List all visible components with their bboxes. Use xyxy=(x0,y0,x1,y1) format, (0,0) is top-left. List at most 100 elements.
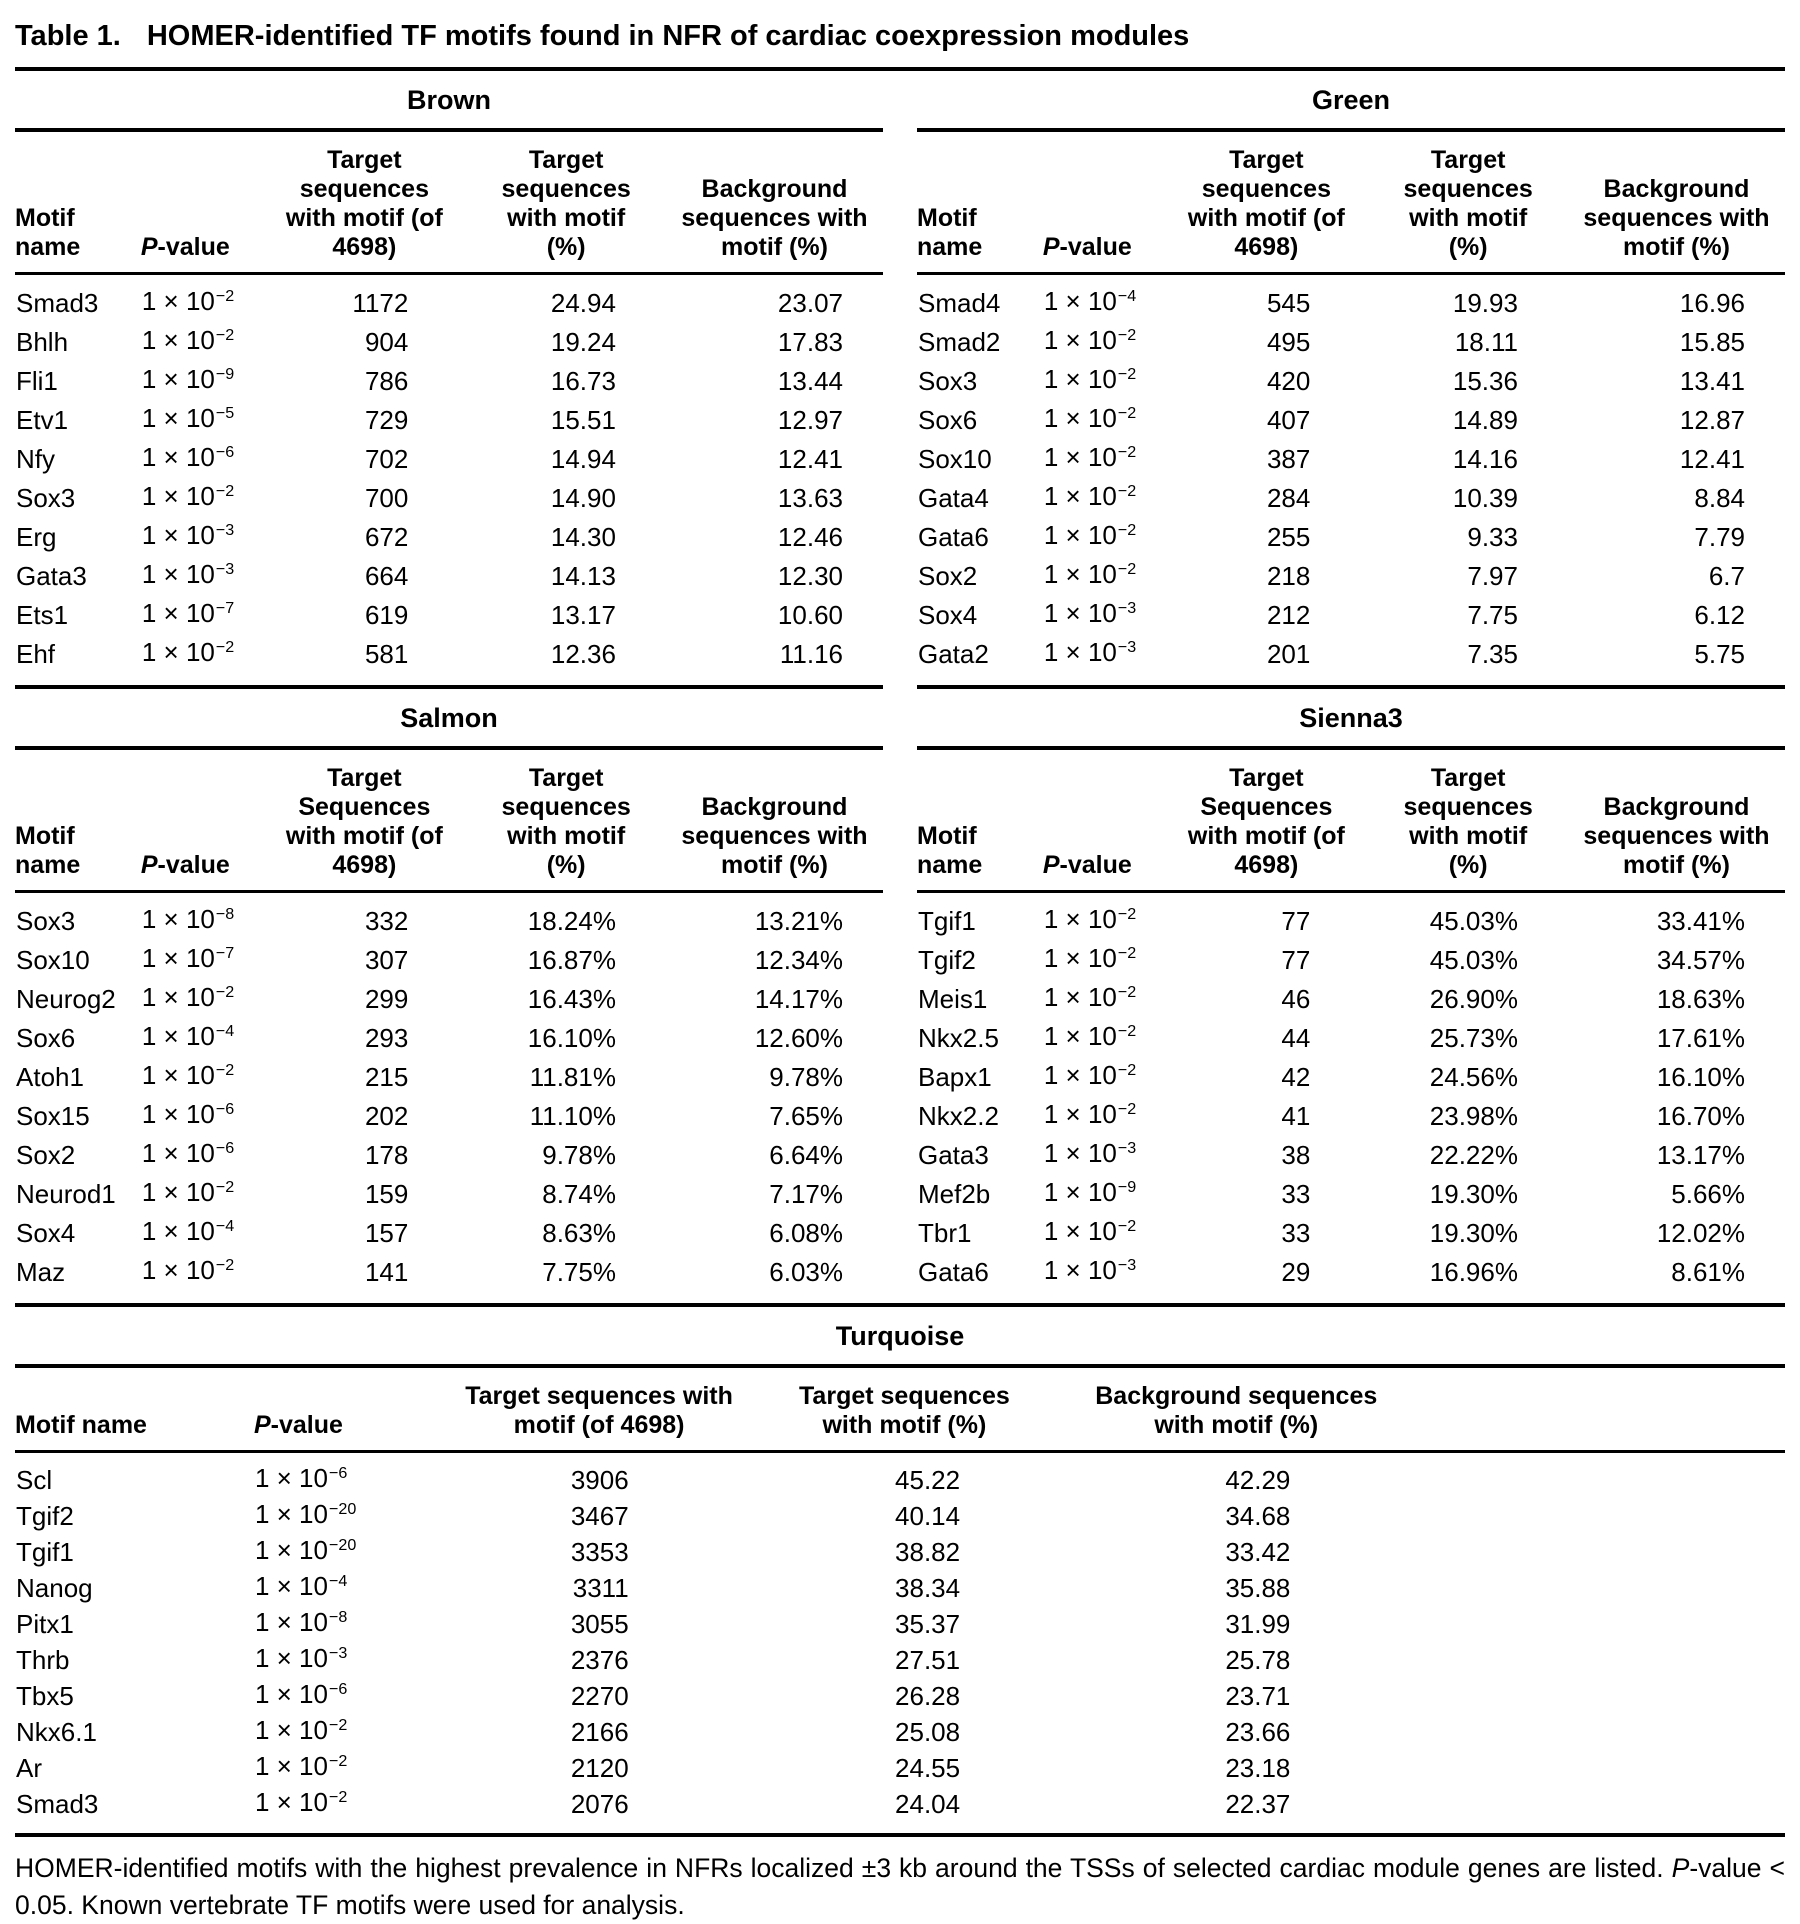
table-row: Neurod1 1 × 10−2 159 8.74% 7.17% xyxy=(15,1175,883,1214)
motif-cell: Bapx1 xyxy=(918,1062,992,1092)
table-row: Smad4 1 × 10−4 545 19.93 16.96 xyxy=(917,274,1785,324)
column-header-background-pct: Background sequences with motif (%) xyxy=(1567,132,1785,275)
motif-cell: Sox10 xyxy=(16,945,90,975)
target-pct-cell: 10.39 xyxy=(1452,483,1518,513)
motif-cell: Tgif1 xyxy=(16,1537,74,1567)
section-title-brown: Brown xyxy=(407,85,491,115)
p-value-cell: 1 × 10−9 xyxy=(141,364,235,394)
motif-cell: Ets1 xyxy=(16,600,69,630)
target-pct-cell: 15.36 xyxy=(1452,366,1518,396)
motif-cell: Ar xyxy=(16,1753,42,1783)
target-pct-cell: 25.73% xyxy=(1429,1023,1518,1053)
table-row: Gata3 1 × 10−3 38 22.22% 13.17% xyxy=(917,1136,1785,1175)
target-pct-cell: 18.11 xyxy=(1454,327,1518,357)
p-value-cell: 1 × 10−2 xyxy=(254,1751,348,1781)
background-pct-cell: 16.96 xyxy=(1679,288,1745,318)
header-row: Motif name P-value Target Sequences with moti… xyxy=(15,750,883,893)
target-pct-cell: 16.87% xyxy=(527,945,616,975)
target-pct-cell: 19.24 xyxy=(550,327,616,357)
table-row: Sox4 1 × 10−4 157 8.63% 6.08% xyxy=(15,1214,883,1253)
table-row: Maz 1 × 10−2 141 7.75% 6.03% xyxy=(15,1253,883,1303)
target-pct-cell: 12.36 xyxy=(550,639,616,669)
count-cell: 3055 xyxy=(570,1609,629,1639)
motif-cell: Nanog xyxy=(16,1573,93,1603)
motif-cell: Sox3 xyxy=(16,483,76,513)
motif-cell: Neurod1 xyxy=(16,1179,116,1209)
table-row: Sox3 1 × 10−8 332 18.24% 13.21% xyxy=(15,892,883,942)
count-cell: 307 xyxy=(364,945,409,975)
salmon-table: Motif name P-value Target Sequences with moti… xyxy=(15,750,883,1303)
background-pct-cell: 17.83 xyxy=(777,327,843,357)
background-pct-cell: 23.07 xyxy=(777,288,843,318)
section-title-rule xyxy=(917,128,1785,132)
background-pct-cell: 23.18 xyxy=(1225,1753,1291,1783)
column-header-spacer xyxy=(1404,1368,1785,1453)
count-cell: 420 xyxy=(1266,366,1311,396)
background-pct-cell: 9.78% xyxy=(769,1062,843,1092)
column-header-target-pct: Target sequences with motif (%) xyxy=(466,750,666,893)
background-pct-cell: 12.30 xyxy=(777,561,843,591)
count-cell: 201 xyxy=(1266,639,1311,669)
count-cell: 38 xyxy=(1281,1140,1311,1170)
background-pct-cell: 16.10% xyxy=(1656,1062,1745,1092)
column-header-p-value: P-value xyxy=(140,132,263,275)
count-cell: 619 xyxy=(364,600,409,630)
background-pct-cell: 13.41 xyxy=(1679,366,1745,396)
brown-table: Motif name P-value Target sequences with moti… xyxy=(15,132,883,685)
count-cell: 299 xyxy=(364,984,409,1014)
background-pct-cell: 22.37 xyxy=(1225,1789,1291,1819)
motif-cell: Smad4 xyxy=(918,288,1001,318)
count-cell: 159 xyxy=(364,1179,409,1209)
section-title-salmon: Salmon xyxy=(400,703,498,733)
column-header-background-pct: Background sequences with motif (%) xyxy=(1567,750,1785,893)
table-row: Sox2 1 × 10−6 178 9.78% 6.64% xyxy=(15,1136,883,1175)
table-row: Tbr1 1 × 10−2 33 19.30% 12.02% xyxy=(917,1214,1785,1253)
p-value-cell: 1 × 10−3 xyxy=(141,520,235,550)
background-pct-cell: 6.03% xyxy=(769,1257,843,1287)
motif-cell: Sox2 xyxy=(918,561,978,591)
p-value-cell: 1 × 10−2 xyxy=(1043,1060,1137,1090)
motif-cell: Smad3 xyxy=(16,1789,99,1819)
target-pct-cell: 11.81% xyxy=(529,1062,616,1092)
column-header-motif-name: Motif name xyxy=(15,1368,254,1453)
motif-cell: Sox10 xyxy=(918,444,992,474)
count-cell: 407 xyxy=(1266,405,1311,435)
title-rule xyxy=(15,67,1785,71)
table-row: Gata3 1 × 10−3 664 14.13 12.30 xyxy=(15,557,883,596)
column-header-background-pct: Background sequences with motif (%) xyxy=(665,750,883,893)
p-value-cell: 1 × 10−2 xyxy=(141,1060,235,1090)
table-row: Gata6 1 × 10−2 255 9.33 7.79 xyxy=(917,518,1785,557)
motif-cell: Etv1 xyxy=(16,405,69,435)
motif-cell: Sox4 xyxy=(16,1218,76,1248)
p-value-cell: 1 × 10−2 xyxy=(1043,325,1137,355)
target-pct-cell: 16.96% xyxy=(1429,1257,1518,1287)
p-value-cell: 1 × 10−4 xyxy=(254,1571,348,1601)
table-row: Meis1 1 × 10−2 46 26.90% 18.63% xyxy=(917,980,1785,1019)
p-value-cell: 1 × 10−7 xyxy=(141,598,235,628)
background-pct-cell: 6.64% xyxy=(769,1140,843,1170)
motif-cell: Fli1 xyxy=(16,366,58,396)
p-value-cell: 1 × 10−3 xyxy=(1043,1255,1137,1285)
count-cell: 202 xyxy=(364,1101,409,1131)
table-row: Mef2b 1 × 10−9 33 19.30% 5.66% xyxy=(917,1175,1785,1214)
p-value-cell: 1 × 10−3 xyxy=(1043,637,1137,667)
table-row: Pitx1 1 × 10−8 3055 35.37 31.99 xyxy=(15,1606,1785,1642)
background-pct-cell: 13.21% xyxy=(754,906,843,936)
section-turquoise: Turquoise Motif name P-value Target sequenc… xyxy=(15,1307,1785,1833)
table-row: Sox6 1 × 10−2 407 14.89 12.87 xyxy=(917,401,1785,440)
motif-cell: Tgif2 xyxy=(918,945,976,975)
table-row: Ehf 1 × 10−2 581 12.36 11.16 xyxy=(15,635,883,685)
table-row: Gata4 1 × 10−2 284 10.39 8.84 xyxy=(917,479,1785,518)
table-row: Nkx6.1 1 × 10−2 2166 25.08 23.66 xyxy=(15,1714,1785,1750)
background-pct-cell: 8.61% xyxy=(1671,1257,1745,1287)
count-cell: 786 xyxy=(364,366,409,396)
p-value-cell: 1 × 10−2 xyxy=(1043,1099,1137,1129)
column-header-target-pct: Target sequences with motif (%) xyxy=(1368,750,1568,893)
p-value-cell: 1 × 10−3 xyxy=(254,1643,348,1673)
background-pct-cell: 35.88 xyxy=(1225,1573,1291,1603)
count-cell: 2376 xyxy=(570,1645,629,1675)
target-pct-cell: 11.10% xyxy=(529,1101,616,1131)
background-pct-cell: 42.29 xyxy=(1225,1465,1291,1495)
table-row: Bapx1 1 × 10−2 42 24.56% 16.10% xyxy=(917,1058,1785,1097)
count-cell: 141 xyxy=(364,1257,409,1287)
